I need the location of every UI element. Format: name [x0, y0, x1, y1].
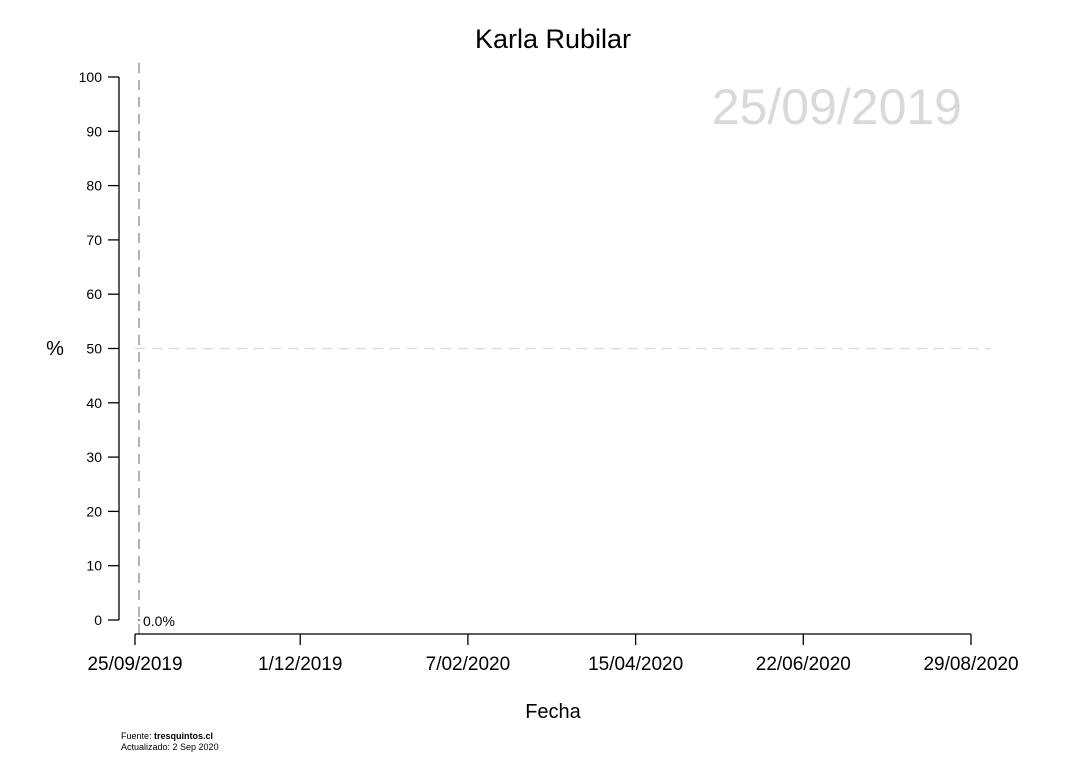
y-axis: 0 10 20 30 40 50 60 70 80 90 100: [79, 69, 120, 628]
y-tick-label: 20: [86, 503, 102, 519]
reference-lines: [135, 63, 990, 634]
y-tick-label: 40: [86, 395, 102, 411]
y-tick-label: 50: [86, 341, 102, 357]
series-marks: 0.0%: [138, 613, 175, 629]
series-point: [138, 619, 140, 621]
y-axis-label: %: [46, 338, 64, 360]
x-tick-label: 7/02/2020: [426, 654, 511, 675]
y-tick-label: 90: [86, 123, 102, 139]
y-tick-label: 100: [79, 69, 103, 85]
chart-title: Karla Rubilar: [475, 24, 631, 54]
watermark-date: 25/09/2019: [712, 79, 962, 135]
y-tick-label: 80: [86, 178, 102, 194]
x-tick-label: 15/04/2020: [588, 654, 683, 675]
y-tick-label: 30: [86, 449, 102, 465]
y-tick-label: 60: [86, 286, 102, 302]
x-tick-label: 1/12/2019: [258, 654, 343, 675]
footer-source: Fuente: tresquintos.cl: [121, 731, 219, 742]
footer: Fuente: tresquintos.cl Actualizado: 2 Se…: [121, 731, 219, 753]
footer-updated: Actualizado: 2 Sep 2020: [121, 742, 219, 752]
data-label: 0.0%: [143, 613, 175, 629]
x-tick-label: 25/09/2019: [87, 654, 182, 675]
x-tick-label: 22/06/2020: [756, 654, 851, 675]
x-tick-label: 29/08/2020: [923, 654, 1018, 675]
footer-source-name: tresquintos.cl: [154, 731, 214, 741]
y-tick-label: 10: [86, 558, 102, 574]
y-tick-label: 0: [94, 612, 102, 628]
footer-source-prefix: Fuente:: [121, 731, 155, 741]
x-axis-label: Fecha: [525, 701, 581, 723]
x-axis: 25/09/2019 1/12/2019 7/02/2020 15/04/2020 22…: [87, 633, 1019, 675]
y-tick-label: 70: [86, 232, 102, 248]
